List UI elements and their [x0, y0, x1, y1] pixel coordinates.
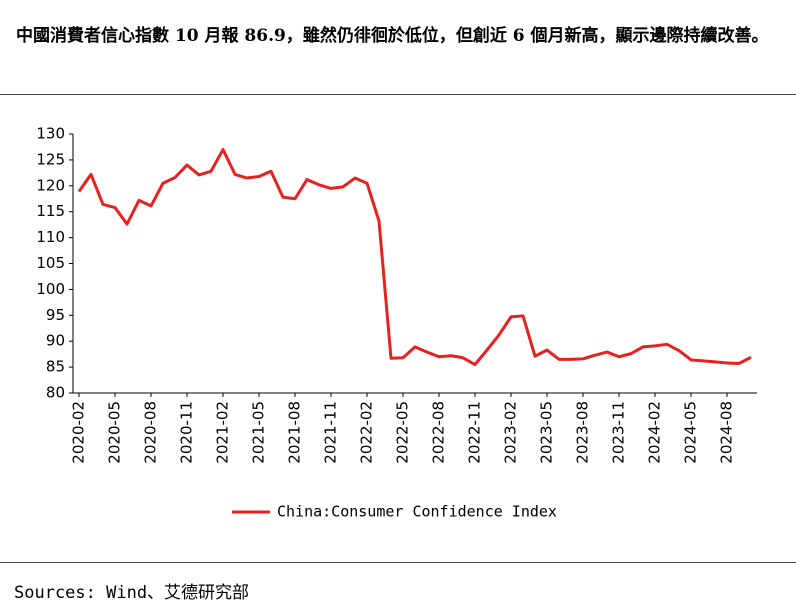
x-tick-label: 2023-11 [610, 401, 628, 464]
x-tick-label: 2024-05 [682, 401, 700, 464]
x-tick-label: 2024-02 [646, 401, 664, 464]
x-tick-label: 2023-05 [538, 401, 556, 464]
chart: 80 85 90 95 100 105 110 115 120 125 130 2020-02 2020… [36, 125, 757, 521]
x-tick-label: 2020-11 [178, 401, 196, 464]
x-tick-label: 2021-02 [214, 401, 232, 464]
y-tick-label: 125 [36, 150, 65, 168]
x-tick-label: 2021-11 [322, 401, 340, 464]
x-tick-label: 2020-02 [70, 401, 88, 464]
x-tick-label: 2021-05 [250, 401, 268, 464]
divider [0, 562, 796, 563]
x-tick-label: 2022-02 [358, 401, 376, 464]
x-tick-label: 2022-11 [466, 401, 484, 464]
x-tick-label: 2022-05 [394, 401, 412, 464]
y-tick-label: 80 [46, 384, 65, 402]
source: Sources: Wind、艾德研究部 [14, 583, 250, 603]
x-tick-label: 2023-02 [502, 401, 520, 464]
y-tick-label: 130 [36, 125, 65, 143]
x-tick-label: 2020-05 [106, 401, 124, 464]
y-tick-label: 105 [36, 254, 65, 272]
x-tick-label: 2023-08 [574, 401, 592, 464]
y-tick-label: 85 [46, 358, 65, 376]
x-tick-label: 2021-08 [286, 401, 304, 464]
line [77, 148, 752, 367]
header-title: 中國消費者信心指數 10 月報 86.9，雖然仍徘徊於低位，但創近 6 個月新高… [16, 26, 769, 46]
y-tick-label: 110 [36, 228, 65, 246]
x-tick-label: 2022-08 [430, 401, 448, 464]
y-tick-label: 120 [36, 176, 65, 194]
y-tick-label: 100 [36, 280, 65, 298]
x-tick-label: 2020-08 [142, 401, 160, 464]
legend-label: China:Consumer Confidence Index [277, 503, 557, 521]
y-tick-label: 90 [46, 332, 65, 350]
y-tick-label: 115 [36, 202, 65, 220]
divider [0, 94, 796, 95]
y-tick-label: 95 [46, 306, 65, 324]
x-tick-label: 2024-08 [718, 401, 736, 464]
